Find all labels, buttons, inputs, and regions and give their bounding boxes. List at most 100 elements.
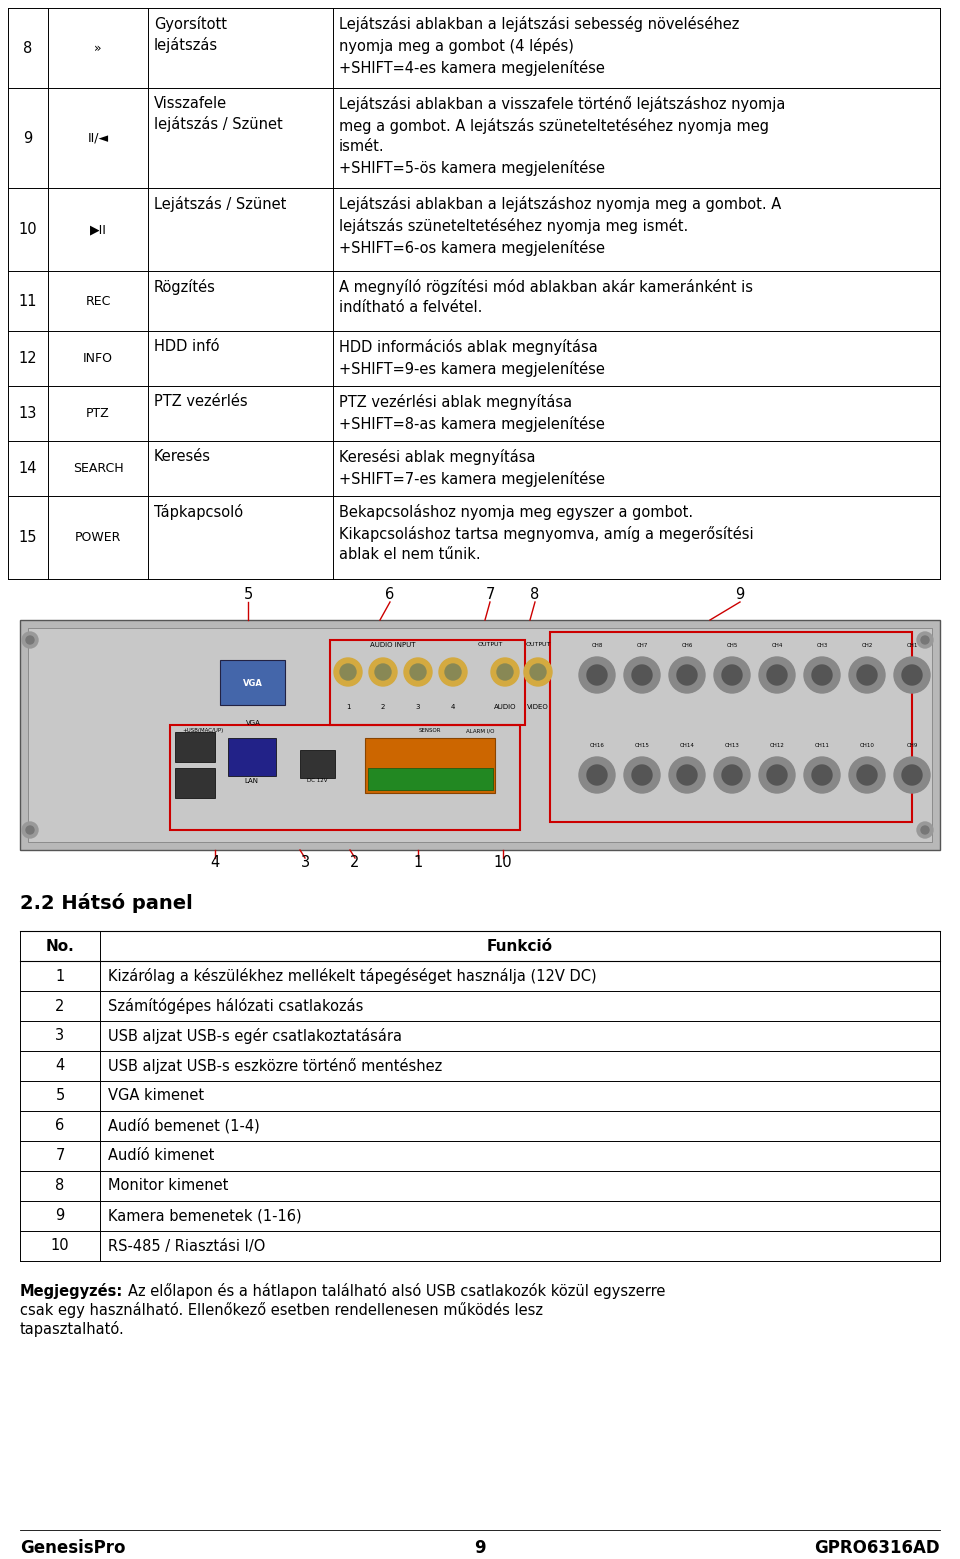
- Text: RS-485 / Riasztási I/O: RS-485 / Riasztási I/O: [108, 1238, 265, 1253]
- Text: CH12: CH12: [770, 744, 784, 748]
- Text: Kizárólag a készülékhez mellékelt tápegéséget használja (12V DC): Kizárólag a készülékhez mellékelt tápegé…: [108, 968, 596, 984]
- Text: 11: 11: [19, 293, 37, 309]
- Text: 6: 6: [56, 1118, 64, 1133]
- Bar: [170, 725, 520, 829]
- Circle shape: [22, 822, 38, 839]
- Text: CH8: CH8: [591, 642, 603, 649]
- Circle shape: [491, 658, 519, 686]
- Circle shape: [921, 826, 929, 834]
- Circle shape: [26, 636, 34, 644]
- Text: Visszafele
lejátszás / Szünet: Visszafele lejátszás / Szünet: [154, 97, 283, 133]
- Circle shape: [812, 666, 832, 684]
- Circle shape: [579, 758, 615, 794]
- Circle shape: [410, 664, 426, 680]
- Text: 2: 2: [381, 705, 385, 709]
- Text: CH6: CH6: [682, 642, 693, 649]
- Bar: [330, 641, 525, 725]
- Circle shape: [902, 765, 922, 786]
- Text: VGA kimenet: VGA kimenet: [108, 1088, 204, 1104]
- Circle shape: [334, 658, 362, 686]
- Text: PTZ vezérlési ablak megnyítása
+SHIFT=8-as kamera megjelenítése: PTZ vezérlési ablak megnyítása +SHIFT=8-…: [339, 394, 605, 432]
- Circle shape: [624, 758, 660, 794]
- Circle shape: [632, 765, 652, 786]
- Text: Az előlapon és a hátlapon található alsó USB csatlakozók közül egyszerre: Az előlapon és a hátlapon található alsó…: [128, 1283, 665, 1299]
- Circle shape: [677, 765, 697, 786]
- Text: AUDIO: AUDIO: [493, 705, 516, 709]
- Text: SENSOR: SENSOR: [419, 728, 442, 733]
- Text: ▶II: ▶II: [89, 223, 107, 235]
- Text: CH3: CH3: [816, 642, 828, 649]
- Circle shape: [530, 664, 546, 680]
- Circle shape: [857, 765, 877, 786]
- Circle shape: [497, 664, 513, 680]
- Circle shape: [624, 656, 660, 694]
- Text: USB aljzat USB-s egér csatlakoztatására: USB aljzat USB-s egér csatlakoztatására: [108, 1027, 402, 1045]
- Text: 3: 3: [300, 854, 309, 870]
- Bar: [220, 659, 285, 705]
- Bar: [28, 628, 932, 842]
- Text: Rögzítés: Rögzítés: [154, 279, 216, 295]
- Circle shape: [579, 656, 615, 694]
- Bar: [300, 750, 335, 778]
- Text: PTZ: PTZ: [86, 407, 109, 419]
- Text: CH16: CH16: [589, 744, 605, 748]
- Circle shape: [677, 666, 697, 684]
- Text: Lejátszási ablakban a lejátszáshoz nyomja meg a gombot. A
lejátszás szünetelteté: Lejátszási ablakban a lejátszáshoz nyomj…: [339, 196, 781, 256]
- Text: 7: 7: [486, 588, 494, 602]
- Text: SEARCH: SEARCH: [73, 461, 123, 475]
- Bar: [550, 631, 912, 822]
- Text: Audíó kimenet: Audíó kimenet: [108, 1149, 214, 1163]
- Text: INFO: INFO: [83, 352, 113, 365]
- Circle shape: [917, 631, 933, 649]
- Text: PTZ vezérlés: PTZ vezérlés: [154, 394, 248, 408]
- Text: 1: 1: [414, 854, 422, 870]
- Text: 7: 7: [56, 1149, 64, 1163]
- Circle shape: [849, 758, 885, 794]
- Text: GenesisPro: GenesisPro: [20, 1539, 126, 1557]
- Text: DC 12V: DC 12V: [307, 778, 327, 783]
- Text: 1: 1: [56, 968, 64, 984]
- Text: Keresési ablak megnyítása
+SHIFT=7-es kamera megjelenítése: Keresési ablak megnyítása +SHIFT=7-es ka…: [339, 449, 605, 486]
- Text: Funkció: Funkció: [487, 939, 553, 954]
- Text: 10: 10: [18, 221, 37, 237]
- Text: POWER: POWER: [75, 532, 121, 544]
- Text: 12: 12: [18, 351, 37, 366]
- Bar: [175, 733, 215, 762]
- Circle shape: [340, 664, 356, 680]
- Text: HDD infó: HDD infó: [154, 338, 220, 354]
- Circle shape: [917, 822, 933, 839]
- Text: No.: No.: [46, 939, 74, 954]
- Text: 10: 10: [493, 854, 513, 870]
- Text: HDD információs ablak megnyítása
+SHIFT=9-es kamera megjelenítése: HDD információs ablak megnyítása +SHIFT=…: [339, 338, 605, 377]
- Circle shape: [669, 656, 705, 694]
- Text: Audíó bemenet (1-4): Audíó bemenet (1-4): [108, 1118, 260, 1133]
- Text: REC: REC: [85, 295, 110, 307]
- Text: VIDEO: VIDEO: [527, 705, 549, 709]
- Text: Számítógépes hálózati csatlakozás: Számítógépes hálózati csatlakozás: [108, 998, 364, 1013]
- Circle shape: [849, 656, 885, 694]
- Text: Tápkapcsoló: Tápkapcsoló: [154, 504, 243, 521]
- Bar: [175, 769, 215, 798]
- Text: 8: 8: [530, 588, 540, 602]
- Text: A megnyíló rögzítési mód ablakban akár kameránként is
indítható a felvétel.: A megnyíló rögzítési mód ablakban akár k…: [339, 279, 753, 315]
- Text: 4: 4: [451, 705, 455, 709]
- Text: ALARM I/O: ALARM I/O: [466, 728, 494, 733]
- Circle shape: [375, 664, 391, 680]
- Text: 1: 1: [346, 705, 350, 709]
- Text: 2.2 Hátsó panel: 2.2 Hátsó panel: [20, 893, 193, 914]
- Text: Keresés: Keresés: [154, 449, 211, 465]
- Circle shape: [722, 765, 742, 786]
- Text: Lejátszási ablakban a visszafele történő lejátszáshoz nyomja
meg a gombot. A lej: Lejátszási ablakban a visszafele történő…: [339, 97, 785, 176]
- Circle shape: [524, 658, 552, 686]
- Circle shape: [587, 666, 607, 684]
- Text: OUTPUT: OUTPUT: [525, 642, 551, 647]
- Circle shape: [669, 758, 705, 794]
- Text: CH13: CH13: [725, 744, 739, 748]
- Text: 3: 3: [416, 705, 420, 709]
- Text: OUTPUT: OUTPUT: [477, 642, 503, 647]
- Text: Kamera bemenetek (1-16): Kamera bemenetek (1-16): [108, 1208, 301, 1224]
- Circle shape: [439, 658, 467, 686]
- Text: CH5: CH5: [727, 642, 737, 649]
- Text: CH11: CH11: [815, 744, 829, 748]
- Circle shape: [894, 758, 930, 794]
